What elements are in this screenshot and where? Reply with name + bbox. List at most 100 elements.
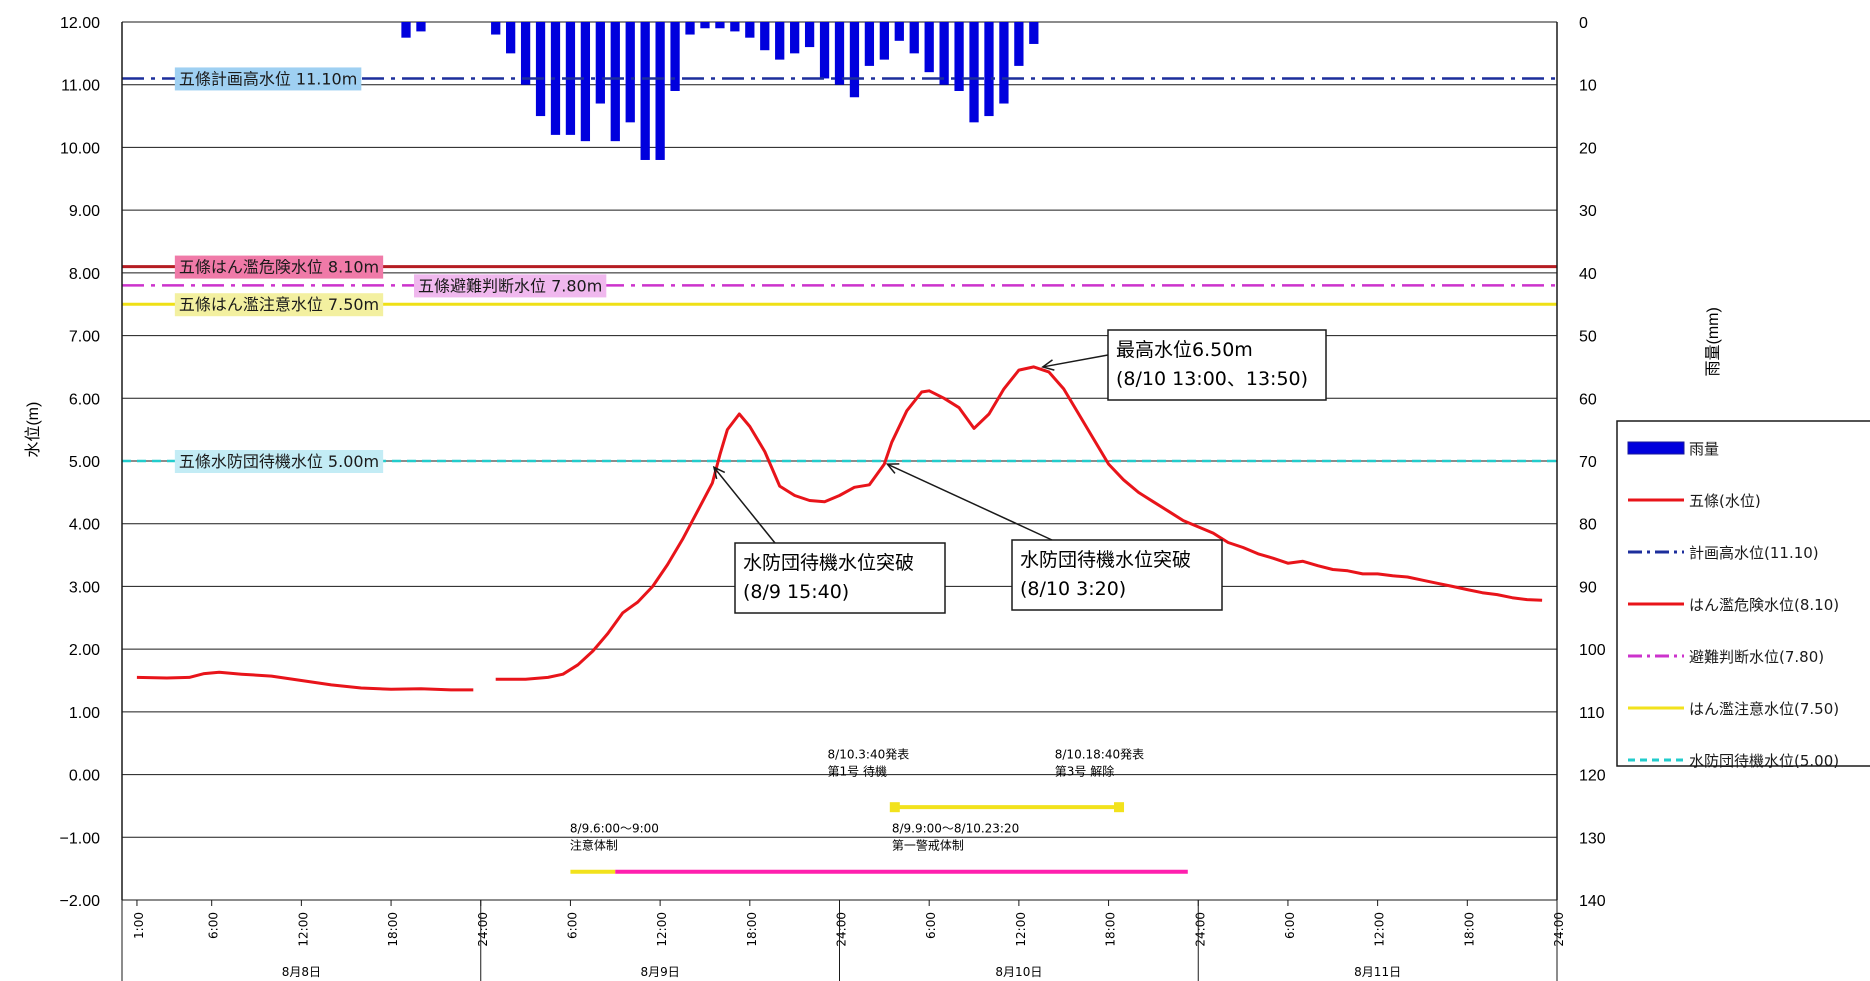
alert-period-label: 第一警戒体制 [892, 837, 964, 852]
annotation-text: 最高水位6.50m [1116, 339, 1253, 361]
x-tick-label: 12:00 [1014, 912, 1028, 947]
water-level-line [136, 670, 474, 692]
rainfall-bar [416, 22, 426, 32]
x-tick-label: 6:00 [565, 912, 579, 939]
rainfall-bar [655, 22, 665, 160]
legend-label: 計画高水位(11.10) [1689, 544, 1819, 562]
annotation-box [1011, 539, 1223, 611]
y-left-tick-label: 3.00 [69, 579, 100, 596]
annotation-arrow [713, 466, 776, 544]
alert-period-label: 8/9.6:00～9:00 [570, 821, 659, 835]
axes: 12.00 11.00 10.00 9.00 8.00 7.00 6.00 5.00 4.00 3… [24, 15, 1722, 981]
rainfall-bar [580, 22, 591, 142]
rainfall-bar [879, 22, 889, 60]
rainfall-bar [804, 22, 815, 48]
legend-label: 水防団待機水位(5.00) [1689, 752, 1839, 770]
legend-label: はん濫危険水位(8.10) [1689, 596, 1839, 614]
x-tick-label: 12:00 [296, 912, 310, 947]
x-tick-label: 24:00 [476, 912, 490, 947]
x-tick-label: 18:00 [745, 912, 759, 947]
x-tick-label: 18:00 [1462, 912, 1476, 947]
rainfall-bar [610, 22, 620, 142]
y-left-tick-label: 5.00 [69, 454, 100, 471]
rainfall-bar [864, 22, 875, 66]
x-tick-label: 6:00 [1283, 912, 1297, 939]
annotation-arrowhead [712, 465, 726, 480]
reference-line-label-bg [174, 450, 384, 473]
rainfall-bar [745, 22, 755, 38]
rainfall-bar [535, 22, 546, 117]
y-left-tick-label: 7.00 [69, 329, 100, 346]
x-tick-label: 1:00 [132, 912, 146, 939]
rainfall-bar [790, 22, 800, 54]
water-level-series [136, 365, 1543, 692]
annotation-arrowhead [885, 463, 900, 474]
y-right-tick-label: 110 [1579, 705, 1605, 722]
x-tick-label: 6:00 [207, 912, 221, 939]
rainfall-bar [520, 22, 531, 85]
y-left-tick-label: 0.00 [69, 768, 100, 785]
y-right-tick-label: 10 [1579, 78, 1597, 95]
alert-period-label: 8/9.9:00～8/10.23:20 [892, 821, 1019, 835]
x-tick-label: 18:00 [386, 912, 400, 947]
reference-line-label: 五條避難判断水位 7.80m [418, 276, 602, 295]
rainfall-bar [849, 22, 860, 98]
y-right-tick-label: 70 [1579, 454, 1597, 471]
x-tick-label: 12:00 [655, 912, 669, 947]
y-left-tick-label: 2.00 [69, 642, 100, 659]
water-level-line [495, 365, 1543, 681]
y-right-tick-label: 30 [1579, 203, 1597, 220]
rainfall-bar [640, 22, 650, 160]
annotation-box [734, 542, 946, 614]
legend-label: 避難判断水位(7.80) [1689, 648, 1824, 666]
reference-line-label: 五條はん濫注意水位 7.50m [179, 295, 379, 314]
day-label: 8月11日 [1354, 965, 1401, 979]
rainfall-bar [685, 22, 695, 35]
rainfall-bar [550, 22, 561, 135]
legend-swatch [1627, 441, 1685, 455]
day-label: 8月9日 [640, 965, 679, 979]
x-tick-label: 12:00 [1373, 912, 1387, 947]
y-right-tick-label: 80 [1579, 517, 1597, 534]
rainfall-bar [700, 22, 710, 29]
annotation-text: (8/10 13:00、13:50) [1116, 368, 1308, 390]
alert-period-label: 第3号 解除 [1055, 763, 1114, 778]
rainfall-bar [924, 22, 934, 73]
reference-line-label-bg [174, 67, 362, 91]
rainfall-bar [595, 22, 605, 104]
rainfall-bar [775, 22, 785, 60]
rainfall-bar [834, 22, 845, 85]
reference-lines: 五條計画高水位 11.10m 五條はん濫危険水位 8.10m 五條避難判断水位 7.… [122, 67, 1557, 473]
x-tick-label: 24:00 [1552, 912, 1566, 947]
y-left-tick-label: 9.00 [69, 203, 100, 220]
x-tick-label: 18:00 [1104, 912, 1118, 947]
annotations: 最高水位6.50m (8/10 13:00、13:50) 水防団待機水位突破 (8/9… [712, 329, 1327, 614]
rainfall-bar [1029, 22, 1039, 44]
reference-line-label: 五條計画高水位 11.10m [179, 69, 357, 88]
annotation-text: (8/9 15:40) [743, 581, 849, 603]
reference-line-label-bg [174, 293, 384, 317]
annotation-text: (8/10 3:20) [1020, 578, 1126, 600]
x-tick-label: 24:00 [835, 912, 849, 947]
annotation-arrowhead [1041, 359, 1055, 371]
y-right-tick-label: 20 [1579, 140, 1597, 157]
day-label: 8月10日 [995, 965, 1042, 979]
y-right-tick-label: 50 [1579, 329, 1597, 346]
day-label: 8月8日 [282, 965, 321, 979]
alert-period-label: 8/10.18:40発表 [1055, 747, 1144, 761]
rainfall-bar [730, 22, 740, 32]
reference-line-label: 五條水防団待機水位 5.00m [179, 452, 379, 471]
y-right-tick-label: 140 [1579, 893, 1606, 910]
rainfall-bar [939, 22, 949, 85]
y-left-tick-label: 6.00 [69, 391, 100, 408]
y-left-tick-label: −1.00 [60, 830, 101, 847]
alert-periods: 8/9.6:00～9:00 注意体制 8/9.9:00～8/10.23:20 第一警戒… [570, 747, 1188, 874]
legend-label: 五條(水位) [1689, 492, 1761, 510]
alert-period-label: 8/10.3:40発表 [828, 747, 910, 761]
rainfall-bar [715, 22, 725, 29]
rainfall-bar [1014, 22, 1024, 66]
annotation-arrow [887, 463, 1053, 541]
annotation-text: 水防団待機水位突破 [743, 552, 914, 574]
